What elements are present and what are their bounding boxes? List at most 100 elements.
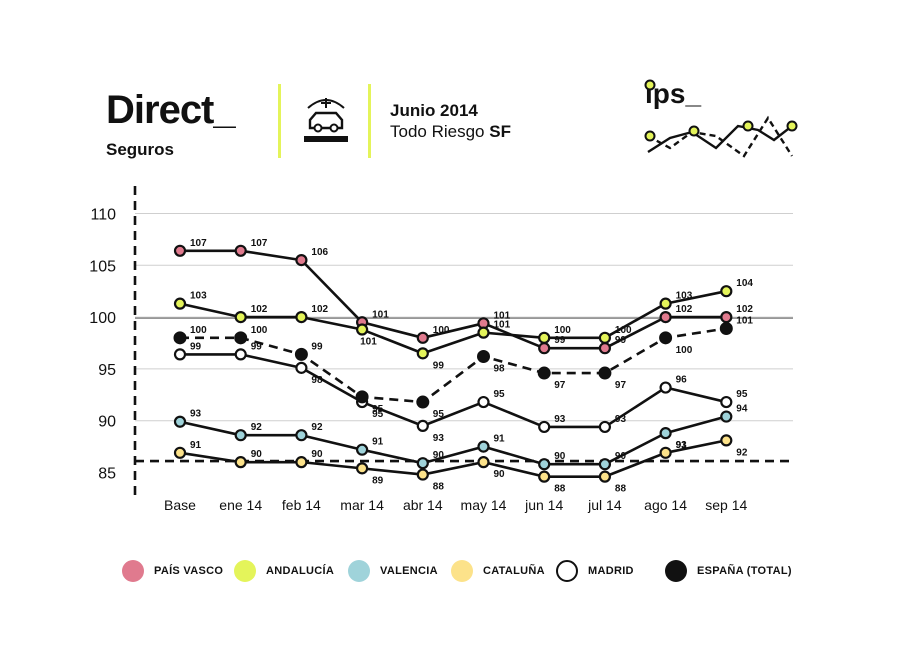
- data-point-valencia: [598, 458, 612, 471]
- series-line-madrid: [180, 353, 727, 429]
- data-point-madrid: [416, 419, 429, 432]
- y-tick-label: 90: [98, 414, 116, 431]
- data-point-madrid: [234, 348, 247, 361]
- data-point-cataluna: [173, 446, 187, 459]
- y-tick-label: 85: [98, 466, 116, 483]
- data-point-andalucia: [234, 311, 247, 324]
- legend-label: VALENCIA: [380, 565, 438, 577]
- data-label-andalucia: 104: [736, 278, 753, 289]
- data-label-andalucia: 103: [190, 291, 207, 302]
- data-label-madrid: 95: [494, 389, 506, 400]
- x-tick-label: ago 14: [644, 497, 687, 513]
- data-label-madrid: 99: [251, 341, 263, 352]
- data-point-espana: [294, 347, 308, 361]
- data-point-pais_vasco: [538, 342, 551, 355]
- data-point-andalucia: [720, 285, 733, 298]
- data-label-cataluna: 91: [676, 440, 688, 451]
- data-point-pais_vasco: [416, 331, 429, 344]
- data-point-espana: [477, 349, 490, 363]
- legend-label: CATALUÑA: [483, 565, 545, 577]
- data-label-pais_vasco: 107: [251, 238, 268, 249]
- data-label-valencia: 94: [736, 404, 748, 415]
- partner-logo-graphic: [644, 79, 798, 158]
- legend-swatch-espana: [665, 560, 687, 582]
- y-tick-label: 100: [89, 310, 116, 327]
- data-point-madrid: [477, 395, 490, 409]
- x-tick-label: ene 14: [219, 497, 262, 513]
- data-label-andalucia: 102: [311, 304, 328, 315]
- report-title: Junio 2014: [390, 101, 478, 120]
- data-label-valencia: 92: [251, 422, 263, 433]
- data-label-cataluna: 89: [372, 475, 384, 486]
- data-point-valencia: [659, 427, 672, 440]
- data-label-madrid: 93: [554, 414, 566, 425]
- car-insurance-icon: [304, 98, 348, 142]
- data-label-espana: 100: [190, 325, 207, 336]
- data-label-pais_vasco: 107: [190, 238, 207, 249]
- data-point-espana: [234, 331, 248, 345]
- data-point-espana: [173, 331, 187, 345]
- data-label-espana: 100: [676, 345, 693, 356]
- x-tick-label: abr 14: [403, 497, 443, 513]
- data-label-andalucia: 100: [615, 325, 632, 336]
- y-tick-label: 105: [89, 258, 116, 275]
- chart-legend: PAÍS VASCO ANDALUCÍA VALENCIA CATALUÑA MADRI…: [0, 556, 900, 592]
- data-label-madrid: 95: [736, 389, 748, 400]
- data-label-pais_vasco: 99: [615, 335, 627, 346]
- legend-item-andalucia: ANDALUCÍA: [234, 560, 334, 582]
- data-point-espana: [659, 331, 673, 345]
- data-label-cataluna: 90: [251, 449, 263, 460]
- data-point-cataluna: [720, 434, 733, 447]
- data-point-espana: [537, 366, 551, 380]
- series-line-cataluna: [179, 439, 727, 478]
- data-label-cataluna: 90: [494, 469, 506, 480]
- data-point-andalucia: [416, 347, 429, 360]
- x-tick-label: Base: [164, 497, 196, 513]
- header-divider-right: [368, 84, 371, 158]
- data-point-madrid: [173, 348, 187, 361]
- data-point-andalucia: [598, 331, 612, 344]
- legend-swatch-valencia: [348, 560, 370, 582]
- x-tick-label: feb 14: [282, 497, 321, 513]
- data-label-madrid: 95: [372, 409, 384, 420]
- header-divider-left: [278, 84, 281, 158]
- data-label-espana: 97: [554, 380, 566, 391]
- series-line-valencia: [179, 415, 727, 466]
- report-subtitle-text: Todo Riesgo: [390, 122, 490, 141]
- data-point-cataluna: [659, 446, 672, 459]
- data-point-andalucia: [173, 297, 187, 310]
- report-subtitle-bold: SF: [489, 122, 511, 141]
- data-label-andalucia: 103: [676, 291, 693, 302]
- report-subtitle: Todo Riesgo SF: [390, 123, 511, 140]
- data-label-madrid: 98: [311, 375, 323, 386]
- data-point-valencia: [173, 415, 187, 428]
- legend-item-valencia: VALENCIA: [348, 560, 438, 582]
- legend-item-cataluna: CATALUÑA: [451, 560, 545, 582]
- legend-swatch-pais_vasco: [122, 560, 144, 582]
- legend-swatch-cataluna: [451, 560, 473, 582]
- brand-subtitle: Seguros: [106, 140, 175, 159]
- data-point-cataluna: [538, 470, 551, 483]
- x-tick-label: jul 14: [587, 497, 622, 513]
- legend-item-madrid: MADRID: [556, 560, 634, 582]
- x-tick-label: mar 14: [340, 497, 384, 513]
- data-point-pais_vasco: [234, 244, 247, 257]
- legend-item-espana: ESPAÑA (TOTAL): [665, 560, 792, 582]
- data-point-valencia: [416, 457, 429, 470]
- data-label-madrid: 93: [615, 414, 627, 425]
- legend-label: ANDALUCÍA: [266, 565, 335, 577]
- data-label-cataluna: 90: [311, 449, 323, 460]
- data-label-pais_vasco: 100: [433, 325, 450, 336]
- data-label-madrid: 96: [676, 375, 688, 386]
- data-point-valencia: [720, 410, 733, 423]
- data-point-madrid: [720, 395, 733, 409]
- data-label-cataluna: 91: [190, 440, 202, 451]
- data-point-pais_vasco: [659, 311, 672, 324]
- data-label-cataluna: 88: [615, 484, 627, 495]
- data-label-valencia: 91: [372, 437, 384, 448]
- y-tick-label: 95: [98, 362, 116, 379]
- data-label-pais_vasco: 102: [736, 304, 753, 315]
- data-point-pais_vasco: [173, 244, 187, 257]
- data-label-andalucia: 100: [554, 325, 571, 336]
- data-point-madrid: [295, 361, 308, 374]
